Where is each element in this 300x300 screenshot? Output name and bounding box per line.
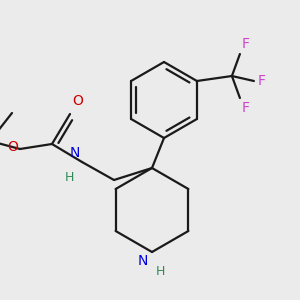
Text: F: F [258,74,266,88]
Text: N: N [70,146,80,160]
Text: H: H [156,265,165,278]
Text: O: O [7,140,18,154]
Text: F: F [242,37,250,51]
Text: H: H [64,171,74,184]
Text: O: O [72,94,83,108]
Text: N: N [138,254,148,268]
Text: F: F [242,101,250,115]
